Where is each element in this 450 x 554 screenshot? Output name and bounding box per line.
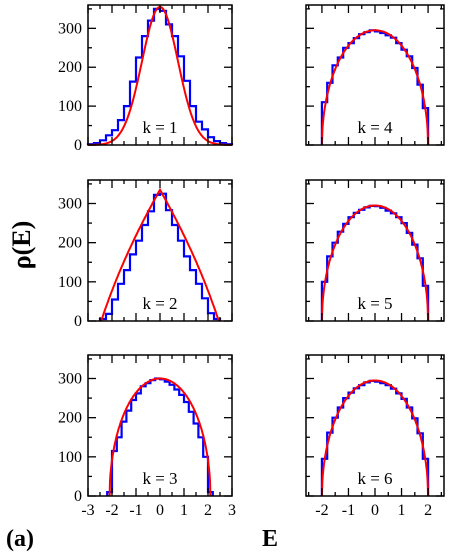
panel-4: k = 5 <box>305 179 445 322</box>
x-tick-label: -2 <box>105 502 118 519</box>
y-axis-label: ρ(E) <box>7 221 36 270</box>
k-label: k = 5 <box>357 294 392 313</box>
panel-6: -2 -1 0 1 2 k = 6 <box>305 354 445 519</box>
fit-curve <box>108 377 212 497</box>
y-tick-label: 200 <box>58 235 82 252</box>
y-tick-label: 100 <box>58 98 82 115</box>
x-tick-label: 0 <box>371 502 379 519</box>
x-tick-label: 1 <box>180 502 188 519</box>
y-tick-label: 100 <box>58 274 82 291</box>
x-tick-label: -3 <box>81 502 94 519</box>
y-tick-label: 0 <box>74 488 82 505</box>
k-label: k = 1 <box>142 118 177 137</box>
y-tick-label: 200 <box>58 410 82 427</box>
x-tick-label: 3 <box>228 502 236 519</box>
panel-2: k = 4 <box>305 4 445 146</box>
panel-3: 0 100 200 300 k = 2 <box>58 179 233 330</box>
x-tick-label: 0 <box>156 502 164 519</box>
fit-curve <box>100 187 220 322</box>
x-tick-label: -2 <box>315 502 328 519</box>
fit-curve <box>320 379 430 497</box>
y-tick-label: 300 <box>58 371 82 388</box>
y-tick-label: 0 <box>74 313 82 330</box>
k-label: k = 6 <box>357 469 392 488</box>
x-tick-label: 2 <box>424 502 432 519</box>
panel-1: 0 100 200 300 k = 1 <box>58 4 234 154</box>
x-tick-label: -1 <box>129 502 142 519</box>
y-tick-label: 0 <box>74 137 82 154</box>
panel-label: (a) <box>6 526 34 552</box>
fit-curve <box>320 29 430 146</box>
k-label: k = 2 <box>142 294 177 313</box>
y-tick-label: 200 <box>58 59 82 76</box>
k-label: k = 4 <box>357 118 393 137</box>
y-tick-label: 300 <box>58 196 82 213</box>
y-tick-label: 300 <box>58 20 82 37</box>
y-tick-label: 100 <box>58 449 82 466</box>
fit-curve <box>320 204 430 322</box>
x-tick-label: -1 <box>342 502 355 519</box>
k-label: k = 3 <box>142 469 177 488</box>
x-tick-label: 2 <box>204 502 212 519</box>
histogram-steps <box>98 192 222 321</box>
x-axis-label: E <box>262 526 278 552</box>
x-tick-label: 1 <box>398 502 406 519</box>
